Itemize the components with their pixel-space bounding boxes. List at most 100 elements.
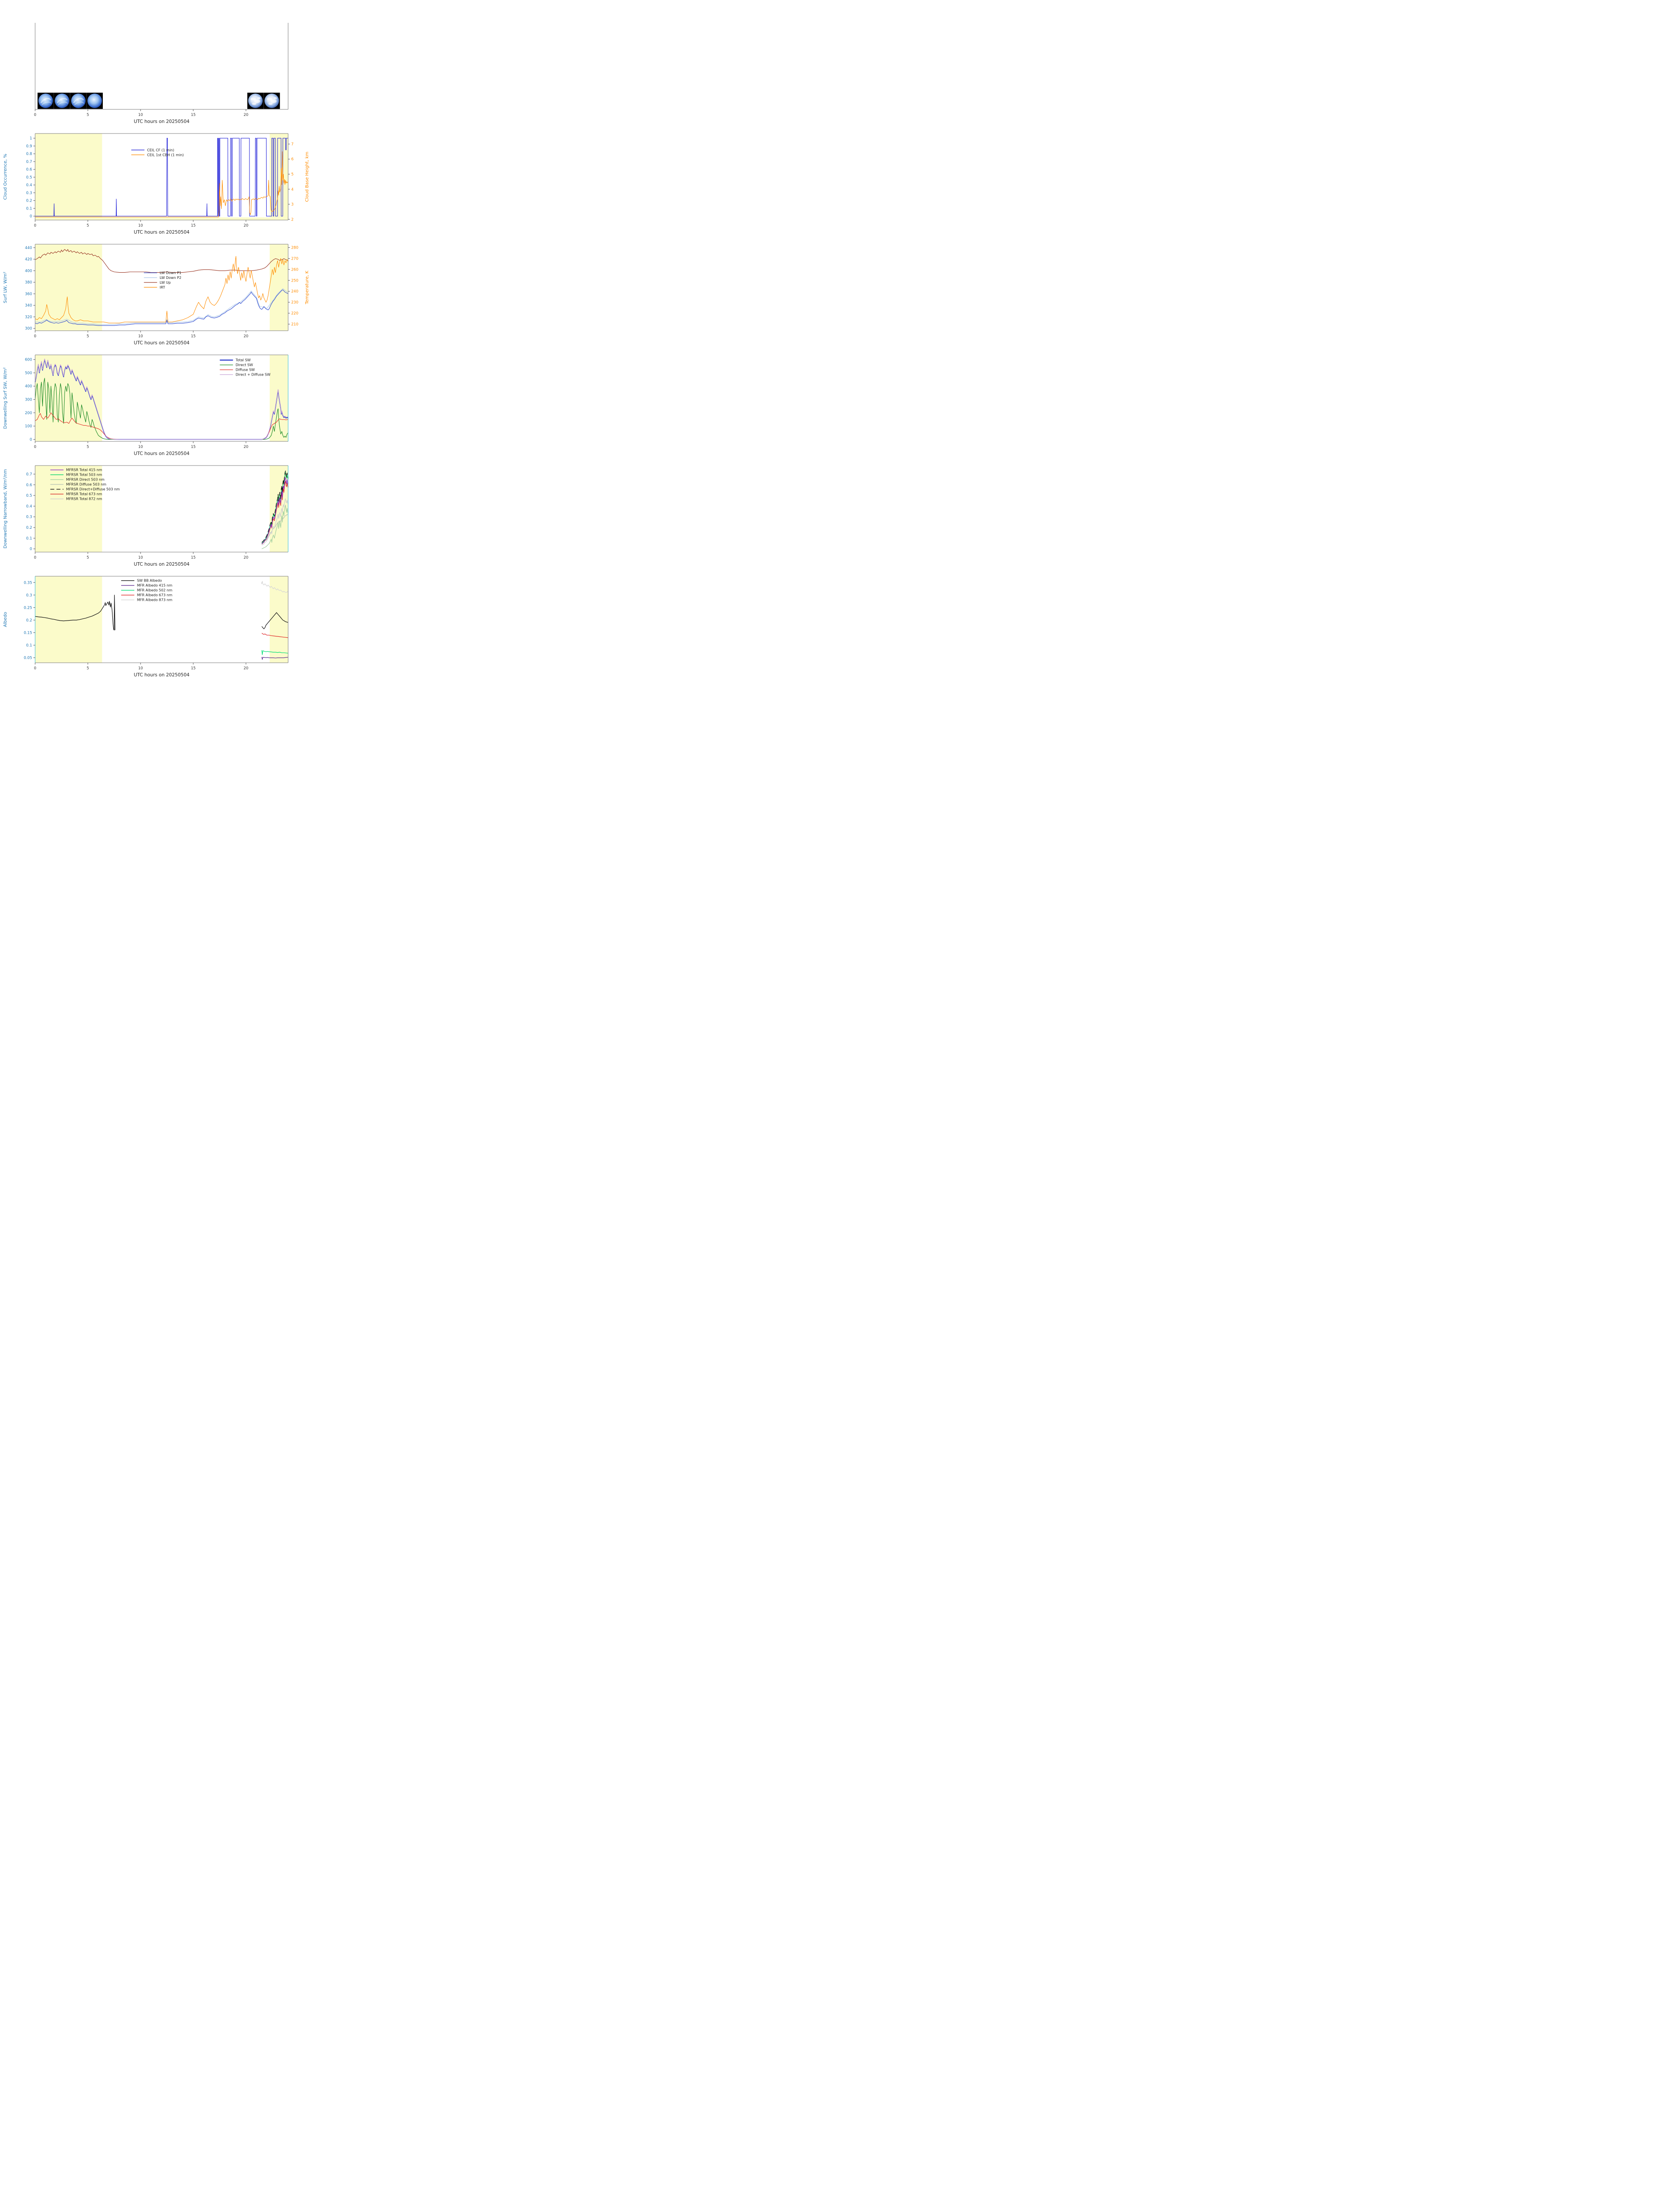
series-mfr-albedo-502-nm [261,650,289,655]
x-tick-label: 0 [34,445,36,449]
legend-label-diffuse-sw: Diffuse SW [235,368,255,372]
sky-photo-patchy [247,93,264,109]
y-tick-label: 0.2 [26,526,32,530]
legend-label-ceil-cf-1-min: CEIL CF (1 min) [147,148,174,152]
x-tick-label: 5 [87,224,89,228]
y-tick-label-right: 3 [291,202,293,207]
sky-photo-strip [37,93,280,109]
x-tick-label: 0 [34,666,36,671]
series-irt [35,256,289,323]
y-tick-label: 0.6 [26,168,32,172]
y-tick-label: 0.3 [26,191,32,195]
legend-label-mfrsr-diffuse-503-nm: MFRSR Diffuse 503 nm [66,483,107,487]
y-tick-label-right: 210 [291,322,298,327]
series-mfrsr-direct-503-nm [261,505,289,549]
y-tick-label: 0.2 [26,199,32,203]
y-tick-label-right: 2 [291,217,293,222]
y-tick-label: 400 [25,269,32,273]
y-tick-label: 0.5 [26,494,32,498]
y-tick-label-right: 260 [291,267,298,272]
panel-cloud-occurrence: 0 5 10 15 20 UTC hours on 20250504 0 0.1 0.2 0.3 0… [0,130,420,241]
x-tick-label: 15 [191,334,196,339]
series-group [35,249,289,326]
sky-photo-wisps [70,93,87,109]
y-tick-label: 500 [25,371,32,376]
x-axis-label: UTC hours on 20250504 [134,451,190,456]
y-tick-label: 0.7 [26,160,32,164]
x-axis-label: UTC hours on 20250504 [134,562,190,567]
x-tick-label: 10 [138,224,143,228]
series-mfrsr-total-872-nm [261,498,289,545]
y-tick-label-right: 7 [291,142,293,147]
series-ceil-cf-1-min [35,138,288,217]
x-tick-label: 10 [138,445,143,449]
bottom-flag-strip [35,217,288,220]
y-tick-label: 1 [30,137,32,141]
sky-photo-clear [87,93,103,109]
legend-label-mfr-albedo-415-nm: MFR Albedo 415 nm [137,584,173,588]
y-axis-label-left: Albedo [3,612,8,627]
y-tick-label-right: 250 [291,278,298,283]
y-tick-label: 300 [25,398,32,402]
x-axis-label: UTC hours on 20250504 [134,340,190,346]
daylight-band [35,134,102,220]
x-tick-label: 20 [244,224,249,228]
x-axis-label: UTC hours on 20250504 [134,119,190,124]
legend-label-lw-down-p1: LW Down P1 [160,271,181,275]
x-tick-label: 5 [87,666,89,671]
y-tick-label: 0.1 [26,536,32,541]
legend-label-mfrsr-total-503-nm: MFRSR Total 503 nm [66,473,102,477]
daylight-band [270,244,288,331]
y-tick-label-right: 5 [291,173,293,177]
x-tick-label: 5 [87,113,89,117]
x-tick-label: 15 [191,113,196,117]
series-group [261,470,289,549]
sky-photo-wisps [54,93,70,109]
sky-imager-strip-chart: 0 5 10 15 20 UTC hours on 20250504 [34,23,289,124]
daylight-band [35,244,102,331]
y-axis-label-left: Downwelling Surf SW, W/m² [3,368,8,429]
x-tick-label: 10 [138,334,143,339]
y-tick-label: 440 [25,246,32,250]
x-tick-label: 5 [87,556,89,560]
x-tick-label: 10 [138,113,143,117]
legend-label-ceil-1st-cbh-1-min: CEIL 1st CBH (1 min) [147,153,184,157]
series-mfr-albedo-873-nm [261,581,289,593]
x-tick-label: 20 [244,113,249,117]
legend-label-irt: IRT [160,285,165,289]
panel-sky-images: 0 5 10 15 20 UTC hours on 20250504 [0,19,420,130]
y-tick-label: 0.1 [26,206,32,211]
x-tick-label: 5 [87,445,89,449]
series-diffuse-sw [35,412,289,440]
shaded-bands [35,466,288,552]
series-group [35,581,289,660]
axes: 0 5 10 15 20 UTC hours on 20250504 [34,23,289,124]
y-tick-label: 420 [25,257,32,262]
y-tick-label: 200 [25,411,32,415]
x-tick-label: 15 [191,666,196,671]
x-tick-label: 0 [34,224,36,228]
shaded-bands [35,576,288,663]
series-lw-down-p2 [35,288,289,325]
y-tick-label: 0.9 [26,144,32,148]
series-mfrsr-diffuse-503-nm [261,514,288,544]
series-lw-down-p1 [35,289,289,326]
panel-surface-longwave: 0 5 10 15 20 UTC hours on 20250504 300 320 340 36… [0,241,420,351]
y-tick-label: 0.15 [24,631,32,635]
x-tick-label: 10 [138,556,143,560]
x-tick-label: 20 [244,666,249,671]
legend-label-mfr-albedo-873-nm: MFR Albedo 873 nm [137,598,173,602]
legend-label-total-sw: Total SW [235,358,250,362]
shaded-bands [35,134,288,220]
y-tick-label: 0.6 [26,483,32,488]
legend-label-direct-diffuse-sw: Direct + Diffuse SW [235,373,270,377]
axes: 0 5 10 15 20 UTC hours on 20250504 300 320 340 36… [3,244,310,346]
panel-albedo: 0 5 10 15 20 UTC hours on 20250504 0.05 0.1 0.15… [0,573,420,683]
x-tick-label: 15 [191,224,196,228]
y-tick-label: 0 [30,547,32,552]
y-tick-label-right: 4 [291,188,293,192]
